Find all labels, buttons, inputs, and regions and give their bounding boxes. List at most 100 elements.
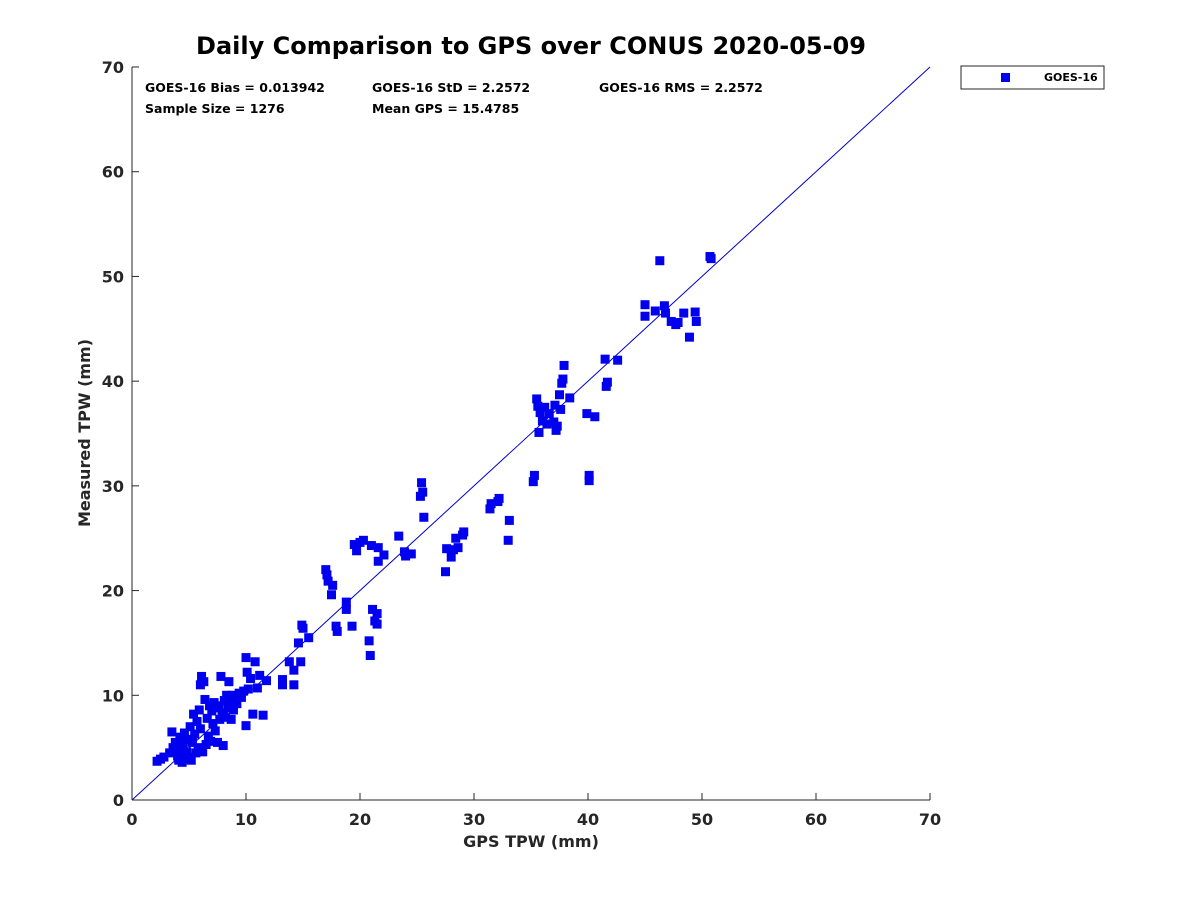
data-point <box>193 743 203 753</box>
data-point <box>406 549 416 559</box>
y-tick-label: 40 <box>102 372 124 391</box>
stat-mean-gps: Mean GPS = 15.4785 <box>372 101 519 116</box>
stat-bias: GOES-16 Bias = 0.013942 <box>145 80 325 95</box>
data-point <box>544 409 554 419</box>
y-tick-label: 0 <box>113 791 124 810</box>
data-point <box>691 316 701 326</box>
data-point <box>373 556 383 566</box>
data-point <box>352 546 362 556</box>
data-point <box>529 470 539 480</box>
data-point <box>277 675 287 685</box>
data-point <box>190 729 200 739</box>
data-point <box>186 755 196 765</box>
data-point <box>207 706 217 716</box>
data-point <box>655 256 665 266</box>
data-point <box>659 301 669 311</box>
data-point <box>442 544 452 554</box>
legend-entry-goes-16: GOES-16 <box>1044 71 1098 84</box>
data-point <box>170 737 180 747</box>
data-point <box>582 409 592 419</box>
data-point <box>248 709 258 719</box>
data-point <box>192 716 202 726</box>
data-point <box>239 686 249 696</box>
data-point <box>537 416 547 426</box>
data-point <box>321 565 331 575</box>
data-point <box>679 308 689 318</box>
data-point <box>225 699 235 709</box>
x-ticks: 0 10 20 30 40 50 60 70 <box>126 793 941 829</box>
data-point <box>706 254 716 264</box>
chart-title: Daily Comparison to GPS over CONUS 2020-… <box>196 32 866 60</box>
data-point <box>550 400 560 410</box>
x-tick-label: 40 <box>577 810 599 829</box>
data-point <box>602 377 612 387</box>
y-tick-label: 60 <box>102 163 124 182</box>
data-point <box>236 692 246 702</box>
data-point <box>690 307 700 317</box>
data-point <box>372 609 382 619</box>
data-point <box>214 701 224 711</box>
data-point <box>262 676 272 686</box>
data-point <box>419 512 429 522</box>
data-point <box>323 576 333 586</box>
data-point <box>194 705 204 715</box>
stat-std: GOES-16 StD = 2.2572 <box>372 80 530 95</box>
data-point <box>200 694 210 704</box>
data-point <box>666 316 676 326</box>
data-point <box>451 533 461 543</box>
data-point <box>534 427 544 437</box>
data-point <box>552 421 562 431</box>
data-point <box>241 721 251 731</box>
x-tick-label: 0 <box>126 810 137 829</box>
data-point <box>417 478 427 488</box>
data-point <box>182 747 192 757</box>
data-point <box>558 374 568 384</box>
y-tick-label: 20 <box>102 582 124 601</box>
data-point <box>252 683 262 693</box>
data-point <box>289 680 299 690</box>
data-point <box>448 545 458 555</box>
data-point <box>206 736 216 746</box>
data-point <box>216 671 226 681</box>
data-point <box>365 650 375 660</box>
data-point <box>215 714 225 724</box>
data-point <box>246 674 256 684</box>
data-point <box>191 748 201 758</box>
x-tick-label: 20 <box>349 810 371 829</box>
data-point <box>684 332 694 342</box>
data-point <box>332 626 342 636</box>
data-points-layer <box>152 252 716 767</box>
data-point <box>210 726 220 736</box>
data-point <box>640 311 650 321</box>
data-point <box>209 698 219 708</box>
data-point <box>197 671 207 681</box>
data-point <box>347 621 357 631</box>
data-point <box>372 619 382 629</box>
data-point <box>213 737 222 747</box>
data-point <box>535 408 545 418</box>
y-tick-label: 50 <box>102 267 124 286</box>
data-point <box>189 709 199 719</box>
data-point <box>446 552 456 562</box>
data-point <box>661 308 671 318</box>
data-point <box>533 401 543 411</box>
data-point <box>226 714 236 724</box>
data-point <box>373 543 383 553</box>
y-ticks: 0 10 20 30 40 50 60 70 <box>102 58 139 810</box>
data-point <box>304 633 314 643</box>
data-point <box>459 527 469 537</box>
data-point <box>199 677 209 687</box>
data-point <box>232 699 242 709</box>
data-point <box>590 412 600 422</box>
y-axis-label: Measured TPW (mm) <box>75 339 94 527</box>
y-tick-label: 30 <box>102 477 124 496</box>
axes-layer <box>131 67 930 801</box>
data-point <box>168 743 178 753</box>
data-point <box>298 623 308 633</box>
data-point <box>322 570 332 580</box>
x-axis-label: GPS TPW (mm) <box>463 832 599 851</box>
data-point <box>349 539 359 549</box>
data-point <box>179 728 189 738</box>
data-point <box>341 604 351 614</box>
